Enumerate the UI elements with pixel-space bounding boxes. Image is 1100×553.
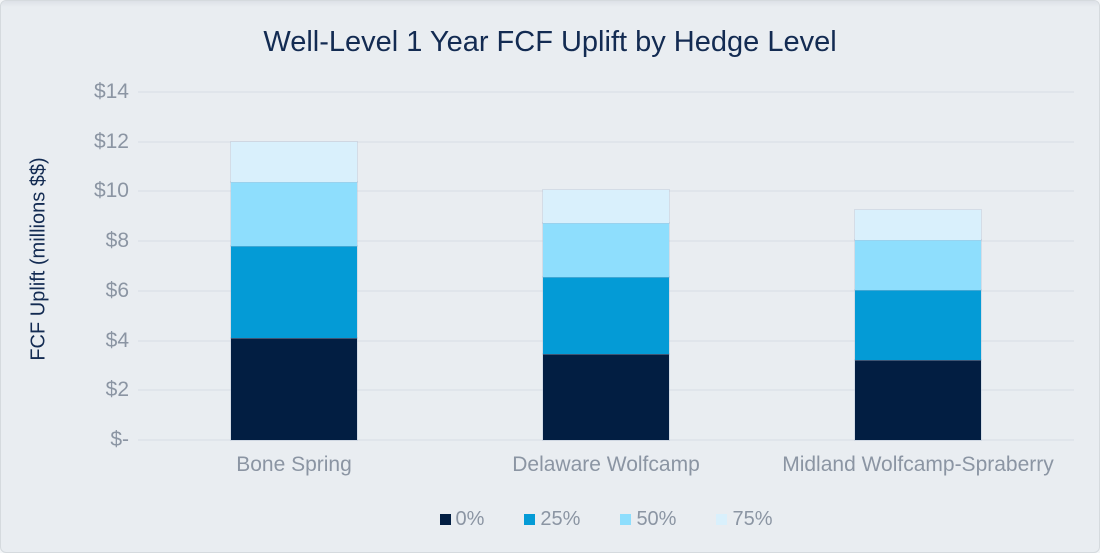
chart-title: Well-Level 1 Year FCF Uplift by Hedge Le… — [263, 26, 837, 58]
gridline-12 — [138, 140, 1074, 143]
legend-swatch-icon — [524, 514, 536, 525]
y-tick-label-12: $12 — [93, 129, 129, 153]
x-axis-labels: Bone Spring Delaware Wolfcamp Midland Wolf… — [138, 453, 1074, 477]
legend-item-25%: 25% — [524, 508, 580, 531]
x-label: Bone Spring — [236, 453, 352, 476]
bar-segment-25% — [855, 289, 981, 361]
x-label: Delaware Wolfcamp — [512, 453, 700, 476]
bar-bone-spring — [231, 92, 357, 440]
y-tick-label-10: $10 — [93, 179, 129, 203]
gridline-14 — [138, 91, 1074, 93]
y-tick-label-4: $4 — [105, 328, 129, 352]
bar-segment-25% — [231, 246, 357, 339]
y-tick-label-14: $14 — [93, 80, 129, 103]
bar-segment-0% — [231, 338, 357, 440]
bar-segment-0% — [855, 360, 981, 440]
legend-swatch-icon — [620, 514, 632, 525]
bar-delaware-wolfcamp — [543, 92, 669, 440]
legend-label: 50% — [636, 508, 677, 530]
plot-area — [138, 91, 1074, 441]
x-label: Midland Wolfcamp-Spraberry — [782, 453, 1054, 476]
y-tick-label-8: $8 — [105, 229, 129, 253]
y-tick-label-2: $2 — [105, 378, 129, 402]
legend: 0% 25% 50% 75% — [138, 508, 1074, 531]
bar-segment-75% — [855, 210, 981, 240]
bar-midland-wolfcamp-spraberry — [855, 92, 981, 440]
legend-swatch-icon — [716, 514, 728, 525]
bar-segment-50% — [543, 222, 669, 278]
legend-label: 75% — [732, 508, 773, 530]
bar-segment-50% — [231, 181, 357, 247]
legend-item-0%: 0% — [439, 508, 485, 531]
legend-item-50%: 50% — [620, 508, 676, 531]
legend-swatch-icon — [439, 514, 451, 525]
bar-segment-0% — [543, 354, 669, 440]
legend-label: 0% — [455, 508, 485, 530]
y-tick-label-6: $6 — [105, 278, 129, 302]
legend-label: 25% — [540, 508, 581, 530]
bar-segment-75% — [543, 190, 669, 223]
bar-segment-25% — [543, 277, 669, 355]
legend-item-75%: 75% — [716, 508, 773, 531]
bar-segment-50% — [855, 239, 981, 290]
y-tick-label-0: $- — [110, 428, 129, 451]
gridline-0 — [138, 439, 1074, 441]
bar-segment-75% — [231, 141, 357, 182]
